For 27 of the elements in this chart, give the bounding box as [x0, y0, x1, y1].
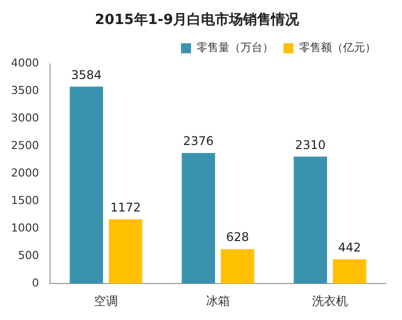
bar	[70, 86, 104, 284]
data-label: 442	[338, 240, 362, 254]
bar	[220, 249, 254, 284]
bar	[294, 156, 328, 284]
bar	[332, 259, 366, 284]
legend-label: 零售额（亿元）	[299, 41, 376, 54]
y-tick-label: 500	[18, 248, 39, 262]
bar	[182, 153, 216, 284]
x-tick-label: 空调	[94, 294, 118, 308]
y-tick-label: 2500	[10, 139, 39, 152]
y-tick-label: 1500	[10, 194, 39, 208]
data-label: 2310	[295, 138, 326, 152]
data-label: 1172	[110, 200, 141, 214]
bar	[108, 219, 142, 284]
data-label: 628	[226, 230, 250, 244]
legend-label: 零售量（万台）	[196, 41, 274, 54]
y-tick-label: 3000	[10, 112, 39, 125]
x-tick-label: 洗衣机	[312, 294, 348, 308]
y-tick-label: 2000	[10, 166, 39, 180]
data-label: 2376	[183, 134, 214, 148]
y-tick-label: 1000	[10, 222, 39, 235]
chart-title: 2015年1-9月白电市场销售情况	[94, 11, 300, 28]
y-tick-label: 4000	[10, 56, 39, 70]
x-tick-label: 冰箱	[206, 294, 230, 308]
data-label: 3584	[71, 68, 102, 82]
y-tick-label: 3500	[10, 84, 39, 98]
y-tick-label: 0	[32, 276, 39, 290]
